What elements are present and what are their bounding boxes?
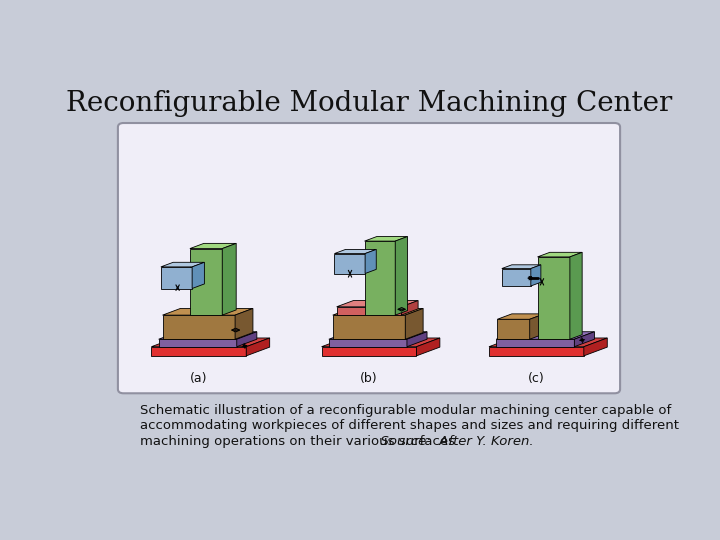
Polygon shape [496, 339, 575, 347]
Polygon shape [322, 338, 440, 347]
Text: (b): (b) [360, 373, 378, 386]
Polygon shape [364, 237, 408, 241]
Polygon shape [334, 249, 377, 254]
Polygon shape [158, 339, 237, 347]
Polygon shape [407, 332, 427, 347]
Polygon shape [570, 252, 582, 339]
Text: (c): (c) [528, 373, 545, 386]
Polygon shape [538, 252, 582, 257]
Polygon shape [502, 268, 531, 286]
Text: Reconfigurable Modular Machining Center: Reconfigurable Modular Machining Center [66, 90, 672, 117]
Polygon shape [498, 319, 530, 339]
Polygon shape [416, 338, 440, 356]
Polygon shape [190, 244, 236, 248]
Polygon shape [334, 254, 365, 274]
Polygon shape [158, 332, 257, 339]
Text: (a): (a) [190, 373, 207, 386]
Polygon shape [237, 332, 257, 347]
Polygon shape [163, 308, 253, 315]
Polygon shape [364, 241, 395, 315]
Text: machining operations on their various surfaces.: machining operations on their various su… [140, 435, 459, 448]
Polygon shape [538, 257, 570, 339]
Polygon shape [489, 338, 607, 347]
Polygon shape [502, 265, 541, 268]
Polygon shape [530, 314, 544, 339]
Polygon shape [163, 315, 235, 339]
Polygon shape [531, 265, 541, 286]
Polygon shape [161, 262, 204, 267]
Polygon shape [192, 262, 204, 288]
Polygon shape [333, 308, 423, 315]
Polygon shape [222, 244, 236, 315]
FancyBboxPatch shape [118, 123, 620, 393]
Polygon shape [395, 237, 408, 315]
Polygon shape [405, 308, 423, 339]
Polygon shape [489, 347, 584, 356]
Polygon shape [161, 267, 192, 288]
Polygon shape [575, 332, 595, 347]
Polygon shape [151, 347, 246, 356]
Polygon shape [246, 338, 270, 356]
Polygon shape [365, 249, 377, 274]
Polygon shape [329, 339, 407, 347]
Polygon shape [322, 347, 416, 356]
Polygon shape [401, 301, 418, 315]
Text: Schematic illustration of a reconfigurable modular machining center capable of: Schematic illustration of a reconfigurab… [140, 404, 672, 417]
Polygon shape [329, 332, 427, 339]
Polygon shape [337, 301, 418, 307]
Text: accommodating workpieces of different shapes and sizes and requiring different: accommodating workpieces of different sh… [140, 420, 679, 433]
Polygon shape [333, 315, 405, 339]
Polygon shape [496, 332, 595, 339]
Polygon shape [151, 338, 270, 347]
Polygon shape [498, 314, 544, 319]
Polygon shape [190, 248, 222, 315]
Polygon shape [235, 308, 253, 339]
Polygon shape [584, 338, 607, 356]
Polygon shape [337, 307, 401, 315]
Text: Source:  After Y. Koren.: Source: After Y. Koren. [372, 435, 534, 448]
